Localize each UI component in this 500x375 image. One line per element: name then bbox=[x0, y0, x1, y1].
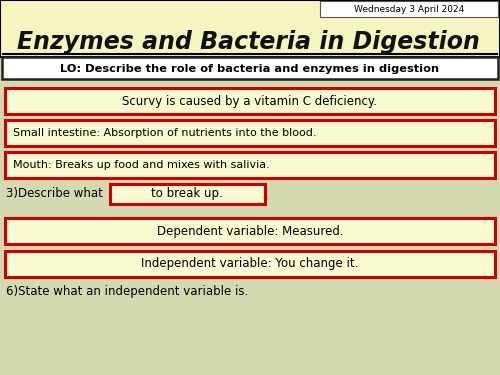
FancyBboxPatch shape bbox=[110, 184, 265, 204]
FancyBboxPatch shape bbox=[0, 0, 500, 57]
Text: Independent variable: You change it.: Independent variable: You change it. bbox=[142, 258, 358, 270]
Text: Mouth: Breaks up food and mixes with salivia.: Mouth: Breaks up food and mixes with sal… bbox=[13, 160, 270, 170]
Text: LO: Describe the role of bacteria and enzymes in digestion: LO: Describe the role of bacteria and en… bbox=[60, 64, 440, 74]
Text: 6)State what an independent variable is.: 6)State what an independent variable is. bbox=[6, 285, 248, 297]
FancyBboxPatch shape bbox=[5, 251, 495, 277]
Text: Wednesday 3 April 2024: Wednesday 3 April 2024 bbox=[354, 6, 464, 15]
Text: 3)Describe what: 3)Describe what bbox=[6, 186, 103, 200]
FancyBboxPatch shape bbox=[5, 218, 495, 244]
Text: Enzymes and Bacteria in Digestion: Enzymes and Bacteria in Digestion bbox=[16, 30, 479, 54]
Text: to break up.: to break up. bbox=[151, 188, 223, 201]
FancyBboxPatch shape bbox=[2, 57, 498, 79]
Text: Scurvy is caused by a vitamin C deficiency.: Scurvy is caused by a vitamin C deficien… bbox=[122, 94, 378, 108]
FancyBboxPatch shape bbox=[5, 120, 495, 146]
FancyBboxPatch shape bbox=[5, 152, 495, 178]
FancyBboxPatch shape bbox=[5, 88, 495, 114]
Text: Small intestine: Absorption of nutrients into the blood.: Small intestine: Absorption of nutrients… bbox=[13, 128, 316, 138]
Text: Dependent variable: Measured.: Dependent variable: Measured. bbox=[156, 225, 344, 237]
FancyBboxPatch shape bbox=[320, 1, 498, 17]
